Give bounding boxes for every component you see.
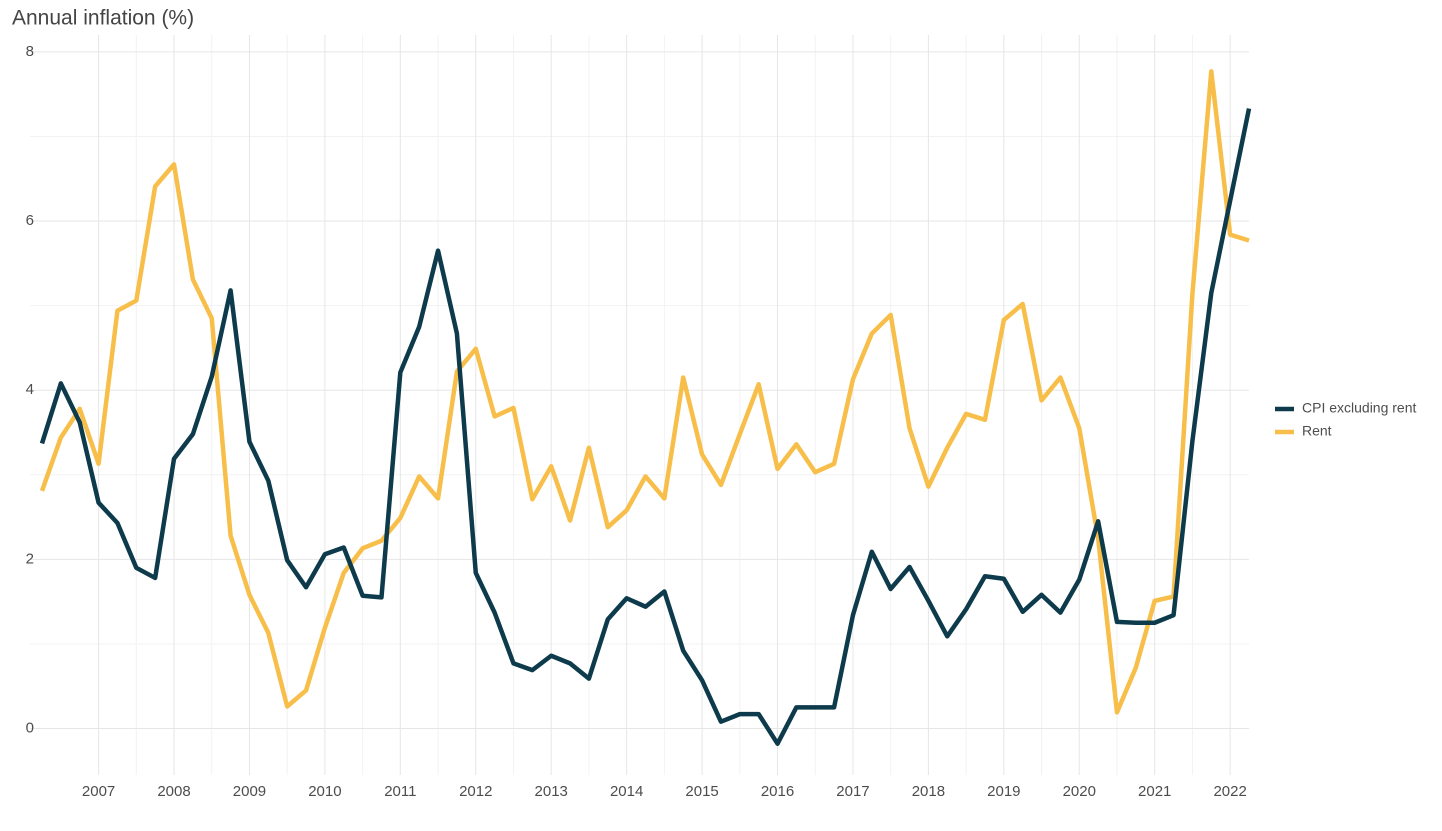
x-tick-label: 2020	[1063, 783, 1096, 800]
x-tick-label: 2018	[912, 783, 945, 800]
legend-label: Rent	[1302, 423, 1332, 439]
x-tick-label: 2009	[233, 783, 266, 800]
x-tick-label: 2015	[685, 783, 718, 800]
y-tick-label: 0	[26, 719, 34, 736]
series-line	[39, 69, 1250, 715]
y-tick-label: 8	[26, 43, 34, 60]
y-tick-label: 4	[26, 381, 34, 398]
x-tick-label: 2012	[459, 783, 492, 800]
series-line	[39, 108, 1252, 746]
x-tick-label: 2010	[308, 783, 341, 800]
y-tick-label: 6	[26, 212, 34, 229]
x-tick-label: 2022	[1213, 783, 1246, 800]
x-tick-label: 2007	[82, 783, 115, 800]
x-tick-label: 2008	[157, 783, 190, 800]
legend-label: CPI excluding rent	[1302, 400, 1417, 416]
x-tick-label: 2014	[610, 783, 643, 800]
chart-title: Annual inflation (%)	[12, 7, 194, 30]
x-tick-label: 2011	[384, 783, 416, 800]
y-tick-label: 2	[26, 550, 34, 567]
x-tick-label: 2021	[1138, 783, 1171, 800]
x-tick-label: 2017	[836, 783, 869, 800]
x-tick-label: 2013	[535, 783, 568, 800]
x-tick-label: 2019	[987, 783, 1020, 800]
x-tick-label: 2016	[761, 783, 794, 800]
